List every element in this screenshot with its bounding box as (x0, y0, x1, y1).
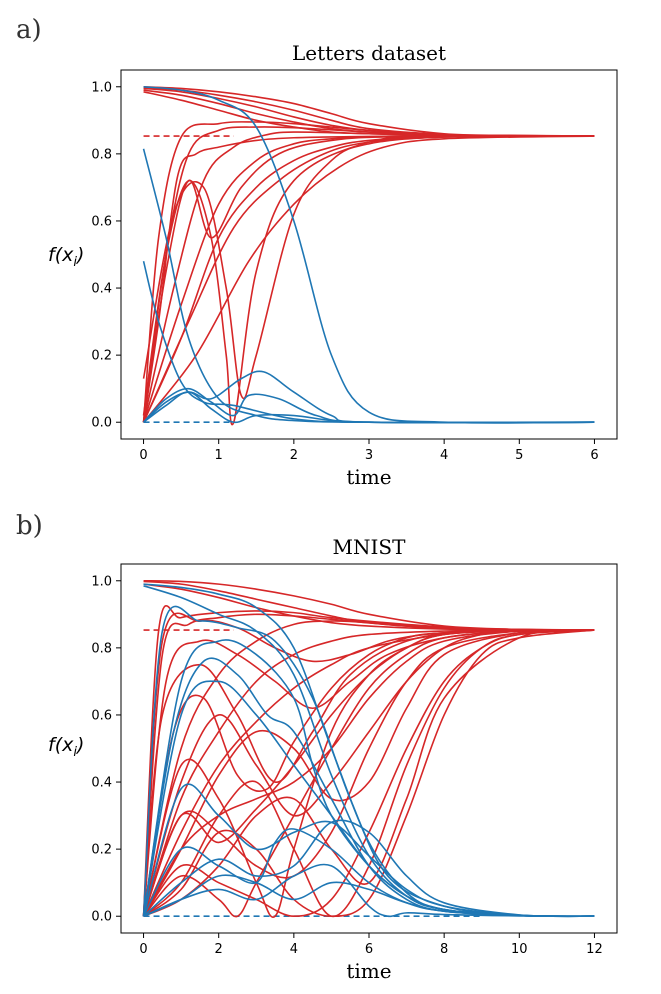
panel-b-ytick-label: 0.8 (91, 641, 112, 656)
panel-a-series-blue-20 (142, 387, 595, 424)
panel-b-lines (142, 579, 595, 918)
panel-b-ytick-label: 0.6 (91, 708, 112, 723)
panel-b-xtick-label: 8 (440, 942, 448, 957)
panel-b-title: MNIST (333, 535, 407, 559)
panel-a-series-red-10 (142, 135, 595, 423)
panel-a-ytick-label: 0.0 (91, 416, 112, 431)
panel-a-ytick-label: 0.6 (91, 214, 112, 229)
panel-a-xtick-label: 6 (590, 448, 598, 463)
panel-a-series-blue-21 (143, 391, 595, 424)
panel-a-lines (142, 85, 595, 426)
panel-a-series-red-15 (142, 135, 595, 423)
panel-b-ytick-label: 1.0 (91, 574, 112, 589)
panel-a-series-red-13 (142, 135, 595, 423)
panel-a-title: Letters dataset (292, 41, 446, 65)
panel-b-series-red-5 (142, 620, 595, 917)
panel-b-xlabel: time (346, 959, 391, 983)
panel-b-xtick-label: 12 (586, 942, 603, 957)
panel-a-label: a) (16, 15, 42, 45)
panel-a-xtick-label: 0 (139, 448, 147, 463)
panel-b-series-red-9 (142, 629, 595, 917)
panel-a-xtick-label: 3 (365, 448, 373, 463)
panel-a-ytick-label: 0.2 (91, 349, 112, 364)
panel-a-ytick-label: 0.4 (91, 282, 112, 297)
panel-a-series-red-1 (143, 86, 595, 137)
panel-b-series-blue-25 (142, 605, 595, 918)
panel-a-plot: 0 1 2 3 4 5 6 0.0 0.2 0.4 0.6 0.8 1.0 (91, 69, 618, 463)
panel-b-series-red-3 (142, 605, 595, 917)
panel-b-ytick-label: 0.0 (91, 910, 112, 925)
panel-b-ytick-label: 0.2 (91, 843, 112, 858)
panel-a-series-blue-17 (142, 148, 595, 424)
panel-b-plot: 0 2 4 6 8 10 12 0.0 0.2 0.4 0.6 0.8 1.0 (91, 563, 618, 957)
panel-a-ylabel: f(xi) (48, 244, 84, 270)
panel-b-ylabel: f(xi) (48, 734, 84, 760)
panel-a-xtick-label: 1 (215, 448, 223, 463)
panel-b-xtick-label: 10 (511, 942, 528, 957)
panel-b-series-red-17 (143, 629, 595, 918)
panel-b-series-blue-32 (143, 874, 595, 918)
panel-a-series-red-12 (142, 135, 595, 400)
panel-b-xtick-label: 2 (215, 942, 223, 957)
panel-a-ytick-label: 0.8 (91, 147, 112, 162)
panel-b-xtick-label: 0 (139, 942, 147, 957)
panel-a-series-red-11 (142, 135, 595, 426)
panel-b-ytick-label: 0.4 (91, 776, 112, 791)
panel-a-series-red-9 (142, 135, 595, 423)
panel-a-xtick-label: 2 (290, 448, 298, 463)
panel-b-series-blue-29 (142, 783, 595, 918)
panel-a-series-blue-19 (143, 370, 595, 424)
panel-b-xtick-label: 4 (290, 942, 298, 957)
panel-b-series-blue-27 (142, 680, 595, 918)
panel-b-series-red-22 (142, 629, 595, 917)
panel-a-xlabel: time (346, 465, 391, 489)
panel-b-xtick-label: 6 (365, 942, 373, 957)
panel-a-xtick-label: 4 (440, 448, 448, 463)
panel-a-series-red-6 (142, 126, 595, 423)
panel-b-series-blue-33 (143, 863, 595, 918)
panel-b-series-red-20 (142, 629, 595, 918)
panel-a-xtick-label: 5 (515, 448, 523, 463)
panel-b-label: b) (16, 511, 43, 541)
panel-a-series-red-14 (142, 135, 595, 423)
panel-a-series-red-7 (142, 131, 595, 423)
panel-a-ytick-label: 1.0 (91, 80, 112, 95)
panel-b-series-blue-30 (143, 819, 595, 918)
panel-a-series-red-8 (142, 135, 595, 423)
